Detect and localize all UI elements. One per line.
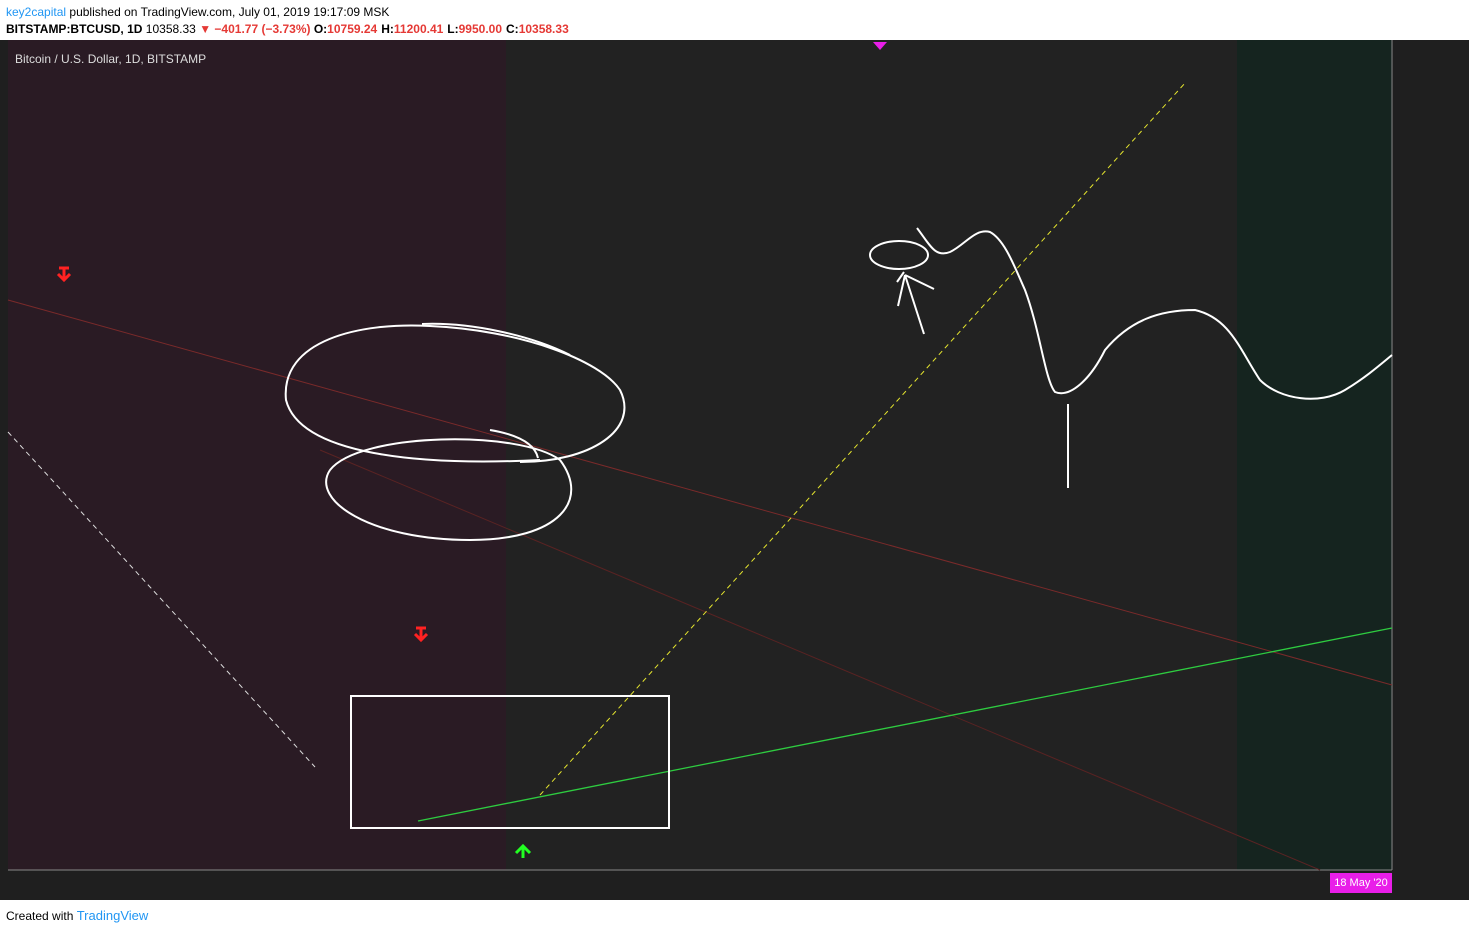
symbol: BITSTAMP:BTCUSD, 1D	[6, 22, 143, 36]
ohlc-value: 9950.00	[458, 22, 503, 36]
freehand	[284, 322, 626, 463]
sell-signal	[413, 626, 429, 643]
drawings	[284, 227, 1393, 829]
session-bg	[8, 40, 506, 870]
trendline	[539, 81, 1187, 796]
session-bg	[506, 40, 1237, 870]
ohlc-value: 10358.33	[518, 22, 569, 36]
marker	[873, 42, 887, 50]
ohlc-value: 11200.41	[393, 22, 444, 36]
ohlc-key: C:	[506, 22, 519, 36]
freehand	[869, 240, 929, 270]
trendline	[7, 431, 316, 768]
footer-text: Created with	[6, 909, 74, 923]
ohlc: O:10759.24 H:11200.41 L:9950.00 C:10358.33	[314, 22, 573, 36]
ohlc-key: H:	[381, 22, 394, 36]
ohlc-key: L:	[447, 22, 459, 36]
brand[interactable]: TradingView	[76, 908, 149, 923]
header: key2capital published on TradingView.com…	[6, 4, 573, 38]
trendline	[7, 299, 1393, 686]
freehand	[325, 438, 573, 542]
chart: Bitcoin / U.S. Dollar, 1D, BITSTAMP 18 M…	[0, 40, 1469, 900]
ohlc-key: O:	[313, 22, 328, 36]
session-bg	[1237, 40, 1392, 870]
author[interactable]: key2capital	[6, 5, 67, 19]
last-price: 10358.33	[145, 22, 196, 36]
published: published on TradingView.com, July 01, 2…	[69, 5, 390, 19]
header-line-2: BITSTAMP:BTCUSD, 1D 10358.33 ▼ −401.77 (…	[6, 21, 573, 38]
sell-signal	[56, 266, 72, 283]
freehand	[896, 271, 935, 335]
trendlines	[7, 81, 1393, 871]
buy-signal	[514, 843, 532, 858]
freehand	[916, 227, 1393, 400]
header-line-1: key2capital published on TradingView.com…	[6, 4, 573, 21]
box	[350, 695, 670, 829]
trendline	[319, 449, 1321, 871]
date-badge	[1330, 873, 1392, 893]
footer: Created with TradingView	[6, 908, 148, 923]
chart-title: Bitcoin / U.S. Dollar, 1D, BITSTAMP	[15, 52, 206, 66]
signals	[56, 42, 887, 858]
trendline	[417, 627, 1393, 822]
change: ▼ −401.77 (−3.73%)	[199, 22, 311, 36]
date-badge-label: 18 May '20	[1334, 877, 1387, 889]
ohlc-value: 10759.24	[327, 22, 378, 36]
